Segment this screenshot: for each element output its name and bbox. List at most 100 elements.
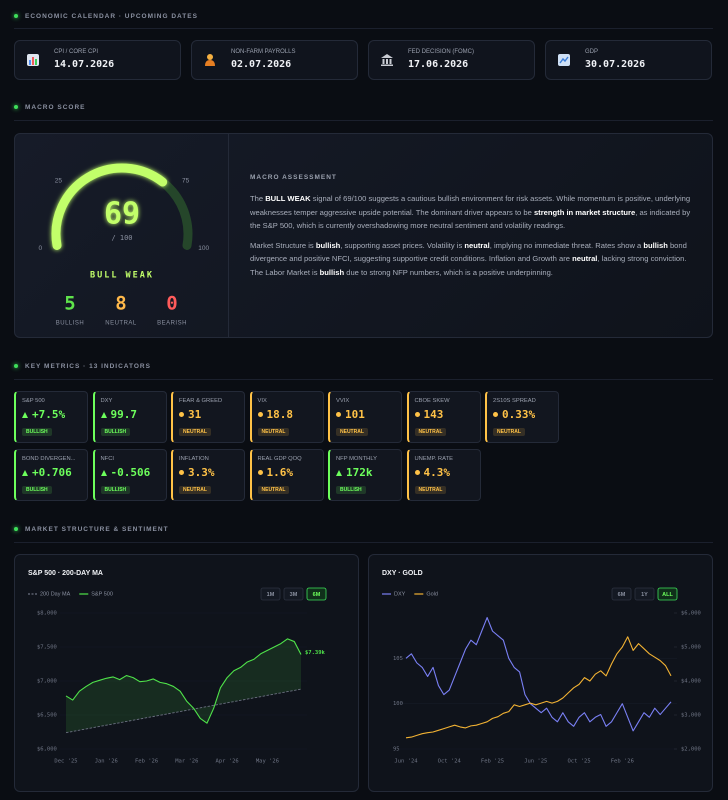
icon-bar [29,60,31,65]
metric-marker [493,412,498,417]
y2-tick-label: $6,000 [681,611,701,617]
icon-col [389,59,392,64]
status-dot [14,527,18,531]
status-dot [14,14,18,18]
text-run: due to strong NFP numbers, which is a po… [344,267,553,277]
metric-value-row: +7.5% [22,408,65,421]
divider [14,120,713,121]
calendar-icon [558,54,570,66]
macro-panel: 0 25 75 100 69 / 100 BULL WEAK 5 BULLISH 8 NEUTRAL… [14,133,713,338]
emphasis: neutral [464,240,490,250]
metric-card: INFLATION 3.3% NEUTRAL [171,449,245,501]
calendar-card: FED DECISION (FOMC) 17.06.2026 [368,40,535,80]
signal-badge: NEUTRAL [336,428,368,436]
emphasis: strength in market structure [533,207,636,217]
range-button-label[interactable]: 1Y [641,592,648,598]
range-button[interactable] [260,587,281,601]
range-button[interactable] [657,587,678,601]
calendar-card: NON-FARM PAYROLLS 02.07.2026 [191,40,358,80]
text-run: Market Structure is [250,240,316,250]
area-fill [66,638,301,733]
metric-name: BOND DIVERGEN... [22,456,76,462]
signal-badge: BULLISH [336,486,366,494]
y-tick-label: $7,500 [37,645,57,651]
metric-name: NFP MONTHLY [336,456,378,462]
metric-name: INFLATION [179,456,209,462]
metric-value: +0.706 [32,466,72,479]
chart-panel: DXY · GOLD DXY Gold 6M 1Y ALL 95 100 105 $2,000 $3… [368,554,713,792]
count-value: 5 [64,293,75,315]
section-header: MACRO SCORE [14,101,85,113]
signal-badge: NEUTRAL [257,428,290,436]
metric-name: REAL GDP QOQ [257,456,302,462]
text-run: , supporting asset prices. Volatility is [340,240,465,250]
range-button-label[interactable]: 3M [290,592,298,598]
gauge: 0 25 75 100 69 / 100 BULL WEAK 5 BULLISH 8 NEUTRAL… [38,163,210,327]
metric-value-row: 18.8 [257,408,293,421]
metric-name: 2S10S SPREAD [493,398,536,404]
metric-card: BOND DIVERGEN... +0.706 BULLISH [14,449,88,501]
chart: S&P 500 · 200-DAY MA 200 Day MA S&P 500 1M 3… [28,570,327,765]
range-button[interactable] [283,587,304,601]
count-label: BULLISH [56,321,85,327]
range-button-label[interactable]: 6M [313,592,321,598]
x-tick-label: Jan '26 [95,759,118,765]
y-tick-label: $8,000 [37,611,57,617]
score-value: 69 [104,197,140,232]
metric-name: NFCI [100,456,115,462]
metric-marker [257,412,263,417]
text-run: The [250,194,266,203]
range-button[interactable] [634,587,655,601]
signal-label: BULL WEAK [90,271,154,281]
range-button[interactable] [306,587,327,601]
gauge-value [51,163,168,250]
metric-name: UNEMP. RATE [414,456,453,462]
legend-label: DXY [394,591,406,597]
range-button-label[interactable]: 1M [267,592,275,598]
event-label: FED DECISION (FOMC) [408,49,474,55]
range-button[interactable] [611,587,632,601]
y-tick-label: 100 [393,701,403,707]
signal-badge: BULLISH [100,486,131,494]
x-tick-label: Feb '26 [611,759,634,765]
metric-value-row: 1.6% [257,466,293,479]
range-button-label[interactable]: 6M [618,592,626,598]
legend-label: 200 Day MA [40,591,71,597]
metric-name: VVIX [336,398,350,404]
metric-name: VIX [257,398,267,404]
chart-title: S&P 500 · 200-DAY MA [28,570,103,577]
metric-value: +7.5% [32,408,66,421]
metric-value: 172k [346,466,373,479]
metric-marker [414,412,420,417]
metric-value-row: 101 [336,408,365,421]
x-tick-label: Oct '24 [438,759,462,765]
icon-col [382,59,385,64]
calendar-card: CPI / CORE CPI 14.07.2026 [14,40,181,80]
x-tick-label: Apr '26 [216,759,239,765]
event-date: 30.07.2026 [585,59,646,70]
assessment-heading: MACRO ASSESSMENT [250,174,337,181]
metric-value: 99.7 [110,408,138,421]
text-run: bond divergence and positive NFCI, sugge… [250,240,687,264]
x-tick-label: Jun '25 [524,759,547,765]
range-button-label[interactable]: ALL [662,592,673,598]
series-line [65,638,302,724]
metric-value: 101 [345,408,365,421]
metric-card: REAL GDP QOQ 1.6% NEUTRAL [249,449,324,501]
section-title: MARKET STRUCTURE & SENTIMENT [25,525,169,533]
event-label: NON-FARM PAYROLLS [231,49,296,55]
metric-value-row: -0.506 [100,466,150,479]
y-tick-label: 105 [393,656,403,662]
divider [14,28,713,29]
signal-badge: NEUTRAL [179,428,211,436]
score-suffix: / 100 [111,234,132,242]
signal-badge: NEUTRAL [414,486,447,494]
count-value: 0 [166,293,177,315]
divider [14,379,713,380]
metric-value-row: 4.3% [414,466,450,479]
end-label: $7.39k [305,650,326,656]
metric-card: DXY 99.7 BULLISH [92,391,167,443]
x-tick-label: Jun '24 [394,759,418,765]
chart-title: DXY · GOLD [382,570,423,577]
section-title: ECONOMIC CALENDAR · UPCOMING DATES [25,12,198,20]
